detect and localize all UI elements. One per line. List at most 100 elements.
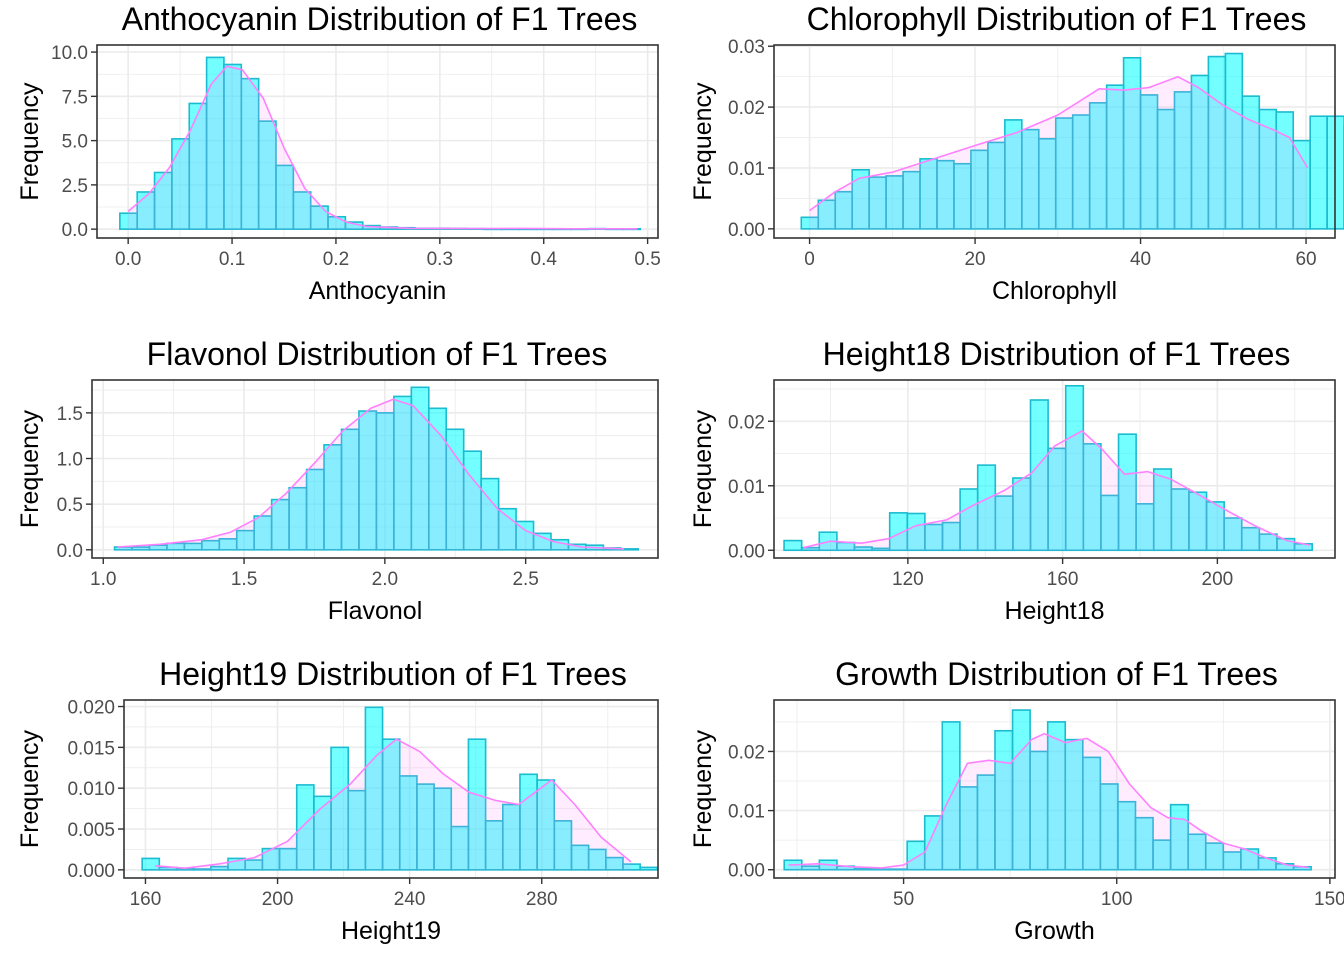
x-tick-label: 2.5: [512, 569, 538, 590]
x-axis-title: Flavonol: [328, 597, 423, 625]
y-tick-label: 0.00: [728, 220, 765, 241]
chart-title: Height18 Distribution of F1 Trees: [823, 336, 1291, 372]
density-line: [155, 738, 632, 869]
histogram-bars: [119, 56, 642, 231]
y-axis-ticks: 0.000 0.005 0.010 0.015 0.020: [67, 698, 124, 882]
histogram-bar: [467, 738, 487, 871]
panel-border: [123, 699, 659, 879]
y-tick-label: 0.00: [728, 541, 765, 562]
y-tick-label: 0.02: [728, 98, 765, 119]
x-tick-label: 1.5: [231, 569, 257, 590]
y-axis-title: Frequency: [689, 409, 717, 528]
x-tick-label: 40: [1130, 249, 1151, 270]
x-tick-label: 0.3: [427, 249, 453, 270]
chart-title: Flavonol Distribution of F1 Trees: [147, 336, 608, 372]
histogram-bars: [141, 706, 659, 871]
chart-panel-anthocyanin: 0.0 0.1 0.2 0.3 0.4 0.5 0.0 2.5 5.0 7.5 10.0 Anthoc…: [16, 1, 661, 305]
density-area: [803, 430, 1311, 551]
panel-border: [773, 44, 1336, 239]
x-tick-label: 200: [262, 889, 294, 910]
y-tick-label: 0.02: [728, 742, 765, 763]
y-axis-title: Frequency: [689, 729, 717, 848]
x-tick-label: 280: [526, 889, 558, 910]
y-tick-label: 0.000: [67, 861, 115, 882]
y-axis-ticks: 0.00 0.01 0.02 0.03: [728, 37, 774, 241]
x-axis-title: Height18: [1004, 597, 1104, 625]
y-axis-title: Frequency: [689, 82, 717, 201]
y-tick-label: 0.02: [728, 412, 765, 433]
histogram-bar: [639, 866, 659, 871]
histogram-bar: [1309, 115, 1328, 230]
x-axis-ticks: 50 100 150: [893, 878, 1344, 910]
x-tick-label: 0: [804, 249, 815, 270]
density-line: [803, 430, 1311, 549]
density-line: [127, 65, 638, 230]
y-tick-label: 0.020: [67, 698, 115, 719]
y-tick-label: 1.5: [57, 404, 83, 425]
density-line: [809, 75, 1309, 212]
x-axis-ticks: 0 20 40 60: [804, 238, 1317, 270]
x-tick-label: 1.0: [90, 569, 116, 590]
x-tick-label: 2.0: [372, 569, 398, 590]
y-tick-label: 0.005: [67, 820, 115, 841]
density-area: [788, 733, 1309, 870]
x-tick-label: 50: [893, 889, 914, 910]
y-tick-label: 1.0: [57, 450, 83, 471]
y-tick-label: 0.00: [728, 861, 765, 882]
x-tick-label: 160: [130, 889, 162, 910]
histogram-bar: [1117, 433, 1137, 552]
x-tick-label: 120: [892, 569, 924, 590]
y-tick-label: 0.01: [728, 802, 765, 823]
chart-panel-height18: 120 160 200 0.00 0.01 0.02 Height18 Distributi…: [689, 336, 1336, 625]
y-tick-label: 0.0: [57, 541, 83, 562]
chart-panel-chlorophyll: 0 20 40 60 0.00 0.01 0.02 0.03 Chlorophyll Distr…: [689, 1, 1344, 305]
x-axis-title: Anthocyanin: [309, 277, 447, 305]
y-tick-label: 0.01: [728, 159, 765, 180]
x-axis-ticks: 120 160 200: [892, 558, 1233, 590]
x-axis-title: Growth: [1014, 917, 1095, 945]
y-axis-title: Frequency: [16, 729, 44, 848]
y-tick-label: 0.015: [67, 738, 115, 759]
chart-panel-growth: 50 100 150 0.00 0.01 0.02 Growth Distribution …: [689, 656, 1344, 945]
x-tick-label: 160: [1047, 569, 1079, 590]
x-axis-title: Chlorophyll: [992, 277, 1117, 305]
y-axis-ticks: 0.0 0.5 1.0 1.5: [57, 404, 92, 562]
histogram-bars: [113, 386, 640, 551]
x-tick-label: 0.2: [323, 249, 349, 270]
y-tick-label: 2.5: [62, 176, 88, 197]
density-line: [117, 398, 625, 550]
density-line: [788, 732, 1309, 869]
x-tick-label: 100: [1101, 889, 1133, 910]
y-tick-label: 0.5: [57, 495, 83, 516]
y-axis-title: Frequency: [16, 82, 44, 201]
density-area: [117, 399, 625, 550]
x-tick-label: 240: [394, 889, 426, 910]
y-tick-label: 0.03: [728, 37, 765, 58]
x-tick-label: 0.5: [634, 249, 660, 270]
y-axis-title: Frequency: [16, 409, 44, 528]
x-axis-ticks: 0.0 0.1 0.2 0.3 0.4 0.5: [115, 238, 661, 270]
histogram-bars: [783, 385, 1313, 552]
x-axis-ticks: 160 200 240 280: [130, 878, 558, 910]
x-axis-title: Height19: [341, 917, 441, 945]
y-tick-label: 10.0: [51, 43, 88, 64]
chart-panel-flavonol: 1.0 1.5 2.0 2.5 0.0 0.5 1.0 1.5 Flavonol Distrib…: [16, 336, 659, 625]
x-tick-label: 200: [1202, 569, 1234, 590]
x-tick-label: 0.4: [531, 249, 558, 270]
chart-title: Growth Distribution of F1 Trees: [835, 656, 1278, 692]
x-axis-ticks: 1.0 1.5 2.0 2.5: [90, 558, 539, 590]
y-tick-label: 0.01: [728, 477, 765, 498]
panel-border: [91, 379, 659, 559]
chart-panel-height19: 160 200 240 280 0.000 0.005 0.010 0.015 0.020 Hei…: [16, 656, 659, 945]
y-axis-ticks: 0.0 2.5 5.0 7.5 10.0: [51, 43, 97, 241]
y-tick-label: 0.0: [62, 220, 88, 241]
density-area: [128, 66, 638, 230]
chart-title: Chlorophyll Distribution of F1 Trees: [807, 1, 1307, 37]
y-axis-ticks: 0.00 0.01 0.02: [728, 412, 774, 562]
panel-border: [773, 379, 1336, 559]
histogram-bar: [783, 539, 803, 552]
x-tick-label: 60: [1295, 249, 1316, 270]
chart-title: Anthocyanin Distribution of F1 Trees: [122, 1, 638, 37]
